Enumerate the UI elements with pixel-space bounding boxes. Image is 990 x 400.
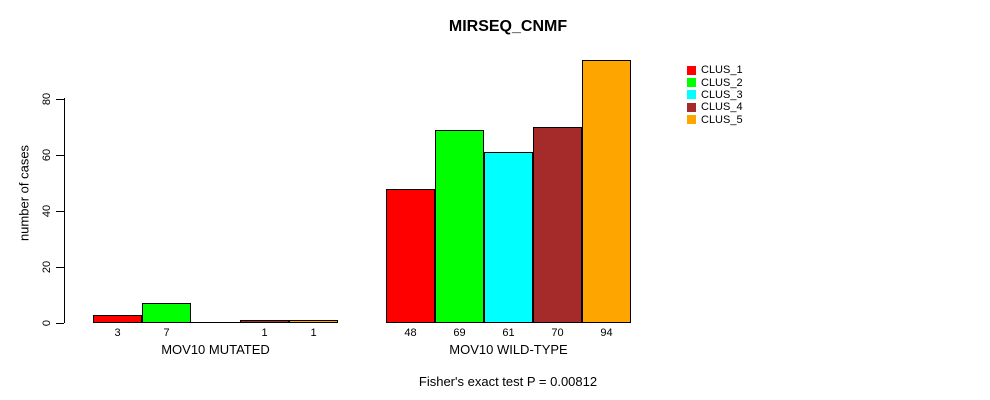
bar-clus_4 — [240, 319, 289, 323]
y-axis-tick-label: 60 — [41, 148, 53, 161]
bar-value-label: 3 — [114, 327, 121, 339]
bar-clus_2 — [142, 302, 191, 323]
legend-item: CLUS_3 — [687, 89, 743, 101]
legend-item-label: CLUS_3 — [701, 88, 743, 101]
chart-title: MIRSEQ_CNMF — [448, 18, 568, 35]
bar-value-label: 1 — [261, 327, 268, 339]
legend-item-label: CLUS_2 — [701, 76, 743, 89]
legend-color-swatch — [687, 90, 696, 100]
bar-value-label: 70 — [551, 327, 564, 339]
legend-item: CLUS_2 — [687, 76, 743, 89]
y-axis-tick — [56, 210, 64, 212]
bar-value-label: 61 — [502, 327, 515, 339]
bar-value-label: 7 — [163, 327, 170, 339]
legend-item-label: CLUS_5 — [701, 113, 743, 126]
bar-value-label: 48 — [404, 327, 417, 339]
legend-color-swatch — [687, 115, 696, 125]
legend-item-label: CLUS_1 — [701, 64, 743, 77]
y-axis-tick — [56, 98, 64, 100]
caption-fisher-test: Fisher's exact test P = 0.00812 — [418, 374, 598, 389]
group-label-wildtype: MOV10 WILD-TYPE — [449, 342, 568, 357]
y-axis-tick — [56, 266, 64, 268]
bar-value-label: 94 — [600, 327, 613, 339]
bar-clus_3 — [484, 151, 533, 323]
y-axis-tick-label: 0 — [41, 319, 53, 326]
group-label-mutated: MOV10 MUTATED — [161, 342, 270, 357]
legend-color-swatch — [687, 78, 696, 88]
bar-clus_3 — [191, 321, 240, 323]
y-axis-tick-label: 40 — [41, 204, 53, 217]
legend: CLUS_1 CLUS_2 CLUS_3 CLUS_4 CLUS_5 — [687, 64, 743, 126]
legend-item: CLUS_1 — [687, 64, 743, 76]
bar-clus_2 — [435, 129, 484, 323]
legend-color-swatch — [687, 102, 696, 112]
bar-clus_1 — [93, 314, 142, 323]
bar-clus_1 — [386, 188, 435, 323]
y-axis-line — [64, 98, 65, 323]
bar-value-label: 69 — [453, 327, 466, 339]
y-axis-tick-label: 80 — [41, 92, 53, 105]
bar-clus_5 — [289, 319, 338, 323]
legend-item: CLUS_4 — [687, 101, 743, 113]
legend-color-swatch — [687, 65, 696, 75]
y-axis-label: number of cases — [16, 144, 32, 242]
bar-clus_5 — [582, 59, 631, 323]
bar-value-label: 1 — [310, 327, 317, 339]
y-axis-tick — [56, 154, 64, 156]
legend-item: CLUS_5 — [687, 114, 743, 126]
y-axis-tick-label: 20 — [41, 260, 53, 273]
y-axis-tick — [56, 322, 64, 324]
bar-clus_4 — [533, 126, 582, 323]
legend-item-label: CLUS_4 — [701, 101, 743, 114]
